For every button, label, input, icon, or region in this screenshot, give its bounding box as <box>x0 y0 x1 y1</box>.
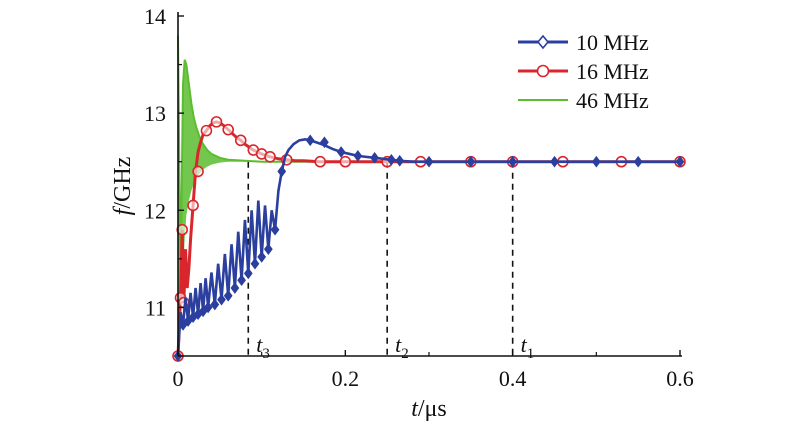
series-10mhz-point <box>243 267 253 280</box>
y-tick-label: 13 <box>144 101 166 126</box>
series-10mhz-point <box>466 155 476 168</box>
marker-label-var: t <box>256 332 263 357</box>
series-10mhz-line <box>176 138 680 357</box>
series-10mhz-point <box>210 298 220 311</box>
series-16mhz-point <box>210 116 223 128</box>
series-10mhz-point <box>675 155 685 168</box>
series-10mhz-point <box>277 165 287 178</box>
legend-marker-16mhz <box>536 64 550 78</box>
series-10mhz-point <box>550 155 559 168</box>
series-16mhz-point <box>222 123 234 136</box>
series-16mhz-point <box>314 155 327 168</box>
x-axis-title-unit: /μs <box>418 396 447 422</box>
legend-label-16mhz: 16 MHz <box>576 59 649 84</box>
marker-label-t1: t1 <box>521 332 535 362</box>
series-10mhz-point <box>633 155 643 168</box>
marker-label-var: t <box>521 332 528 357</box>
y-axis-title: f/GHz <box>110 157 136 216</box>
series-10mhz-point <box>424 155 434 168</box>
series-10mhz-point <box>230 282 240 294</box>
x-axis-title: t/μs <box>411 396 447 422</box>
x-axis-title-var: t <box>411 396 419 422</box>
x-tick-label: 0.2 <box>332 366 360 391</box>
y-axis-title-var: f <box>110 205 136 215</box>
x-tick-label: 0 <box>173 366 184 391</box>
legend-label-46mhz: 46 MHz <box>576 88 649 113</box>
series-10mhz-point <box>386 153 396 166</box>
series-10mhz-point <box>336 146 346 158</box>
series-10mhz-point <box>395 154 405 167</box>
y-tick-label: 12 <box>144 198 166 223</box>
marker-label-subscript: 2 <box>401 346 409 362</box>
x-tick-label: 0.4 <box>499 366 527 391</box>
series-16mhz-point <box>264 151 276 163</box>
series-10mhz-point <box>263 243 273 255</box>
y-tick-label: 14 <box>144 4 166 29</box>
series-16mhz-point <box>200 124 213 137</box>
series-16mhz-point <box>339 155 352 168</box>
series-10mhz-point <box>223 289 233 302</box>
marker-label-subscript: 3 <box>262 346 270 362</box>
series-10mhz-point <box>257 251 267 263</box>
marker-label-subscript: 1 <box>527 346 535 362</box>
series-10mhz-point <box>203 301 213 314</box>
series-10mhz-point <box>320 136 329 149</box>
series-10mhz-point <box>370 151 379 164</box>
series-10mhz-point <box>217 293 226 306</box>
series-10mhz-point <box>305 134 315 147</box>
marker-label-var: t <box>395 332 402 357</box>
series-10mhz-point <box>591 155 601 168</box>
x-tick-label: 0.6 <box>666 366 694 391</box>
series-10mhz-point <box>250 257 260 270</box>
y-axis-title-unit: /GHz <box>110 157 136 209</box>
y-tick-label: 11 <box>145 295 166 320</box>
legend: 10 MHz 16 MHz 46 MHz <box>518 30 649 113</box>
marker-label-t2: t2 <box>395 332 409 362</box>
series-16mhz-point <box>176 223 188 236</box>
marker-label-t3: t3 <box>256 332 270 362</box>
series-16mhz-point <box>187 199 199 212</box>
series-10mhz-point <box>508 155 518 168</box>
legend-label-10mhz: 10 MHz <box>576 30 649 55</box>
series-10mhz-point <box>270 223 280 236</box>
legend-marker-10mhz <box>536 34 550 50</box>
series-16mhz-point <box>234 134 247 147</box>
series-10mhz-point <box>237 274 246 287</box>
series-16mhz-point <box>192 165 204 178</box>
plot-area: t3 t2 t1 <box>172 35 686 362</box>
series-10mhz-point <box>353 150 363 162</box>
